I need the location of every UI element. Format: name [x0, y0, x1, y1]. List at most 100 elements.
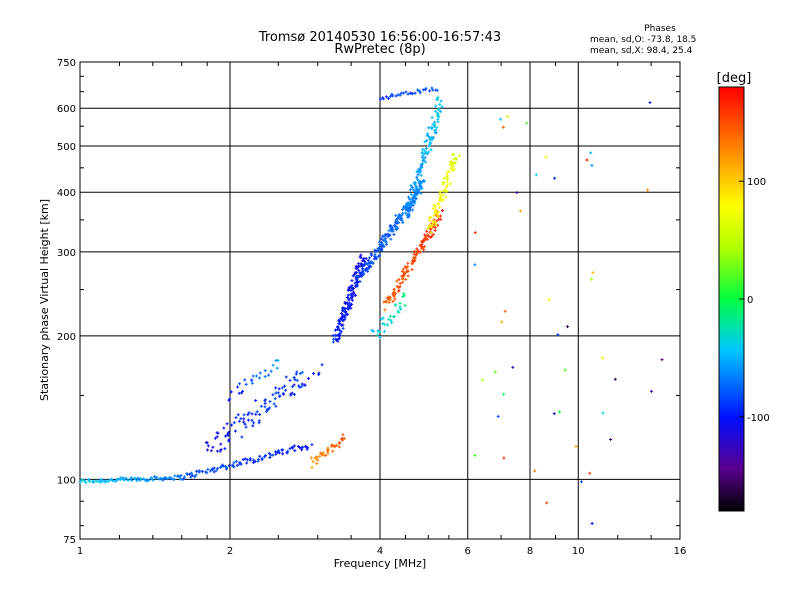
data-point	[382, 234, 386, 238]
data-point	[278, 394, 282, 398]
data-point	[277, 449, 281, 453]
data-point	[343, 300, 347, 304]
data-point	[318, 454, 322, 458]
data-point	[246, 413, 250, 417]
data-point	[398, 301, 402, 305]
data-point	[558, 410, 562, 414]
data-point	[336, 333, 340, 337]
data-point	[94, 479, 98, 483]
data-point	[227, 398, 231, 402]
data-point	[480, 378, 484, 382]
data-point	[390, 321, 394, 325]
data-point	[307, 377, 311, 381]
data-point	[255, 410, 259, 414]
data-point	[437, 218, 441, 222]
data-point	[382, 245, 386, 249]
data-point	[380, 237, 384, 241]
data-point	[441, 198, 445, 202]
data-point	[370, 253, 374, 257]
data-point	[223, 447, 227, 451]
data-point	[284, 375, 288, 379]
data-point	[142, 477, 146, 481]
data-point	[281, 448, 285, 452]
data-point	[263, 375, 267, 379]
data-point	[206, 444, 210, 448]
data-point	[378, 330, 382, 334]
data-point	[431, 88, 435, 92]
data-point	[398, 281, 402, 285]
data-point	[423, 236, 427, 240]
data-point	[268, 399, 272, 403]
data-point	[365, 267, 369, 271]
data-point	[265, 410, 269, 414]
data-point	[274, 404, 278, 408]
data-point	[433, 228, 437, 232]
data-point	[398, 93, 402, 97]
data-point	[306, 446, 310, 450]
data-point	[416, 88, 420, 92]
data-point	[429, 126, 433, 130]
data-point	[402, 294, 406, 298]
data-point	[423, 140, 427, 144]
data-point	[229, 390, 233, 394]
data-point	[343, 307, 347, 311]
data-point	[304, 445, 308, 449]
data-point	[418, 91, 422, 95]
data-point	[387, 317, 391, 321]
colorbar-tick-label: 100	[747, 177, 766, 188]
data-point	[384, 233, 388, 237]
data-point	[250, 412, 254, 416]
data-point	[353, 272, 357, 276]
data-point	[380, 248, 384, 252]
data-point	[648, 101, 652, 105]
data-point	[422, 158, 426, 162]
data-point	[263, 398, 267, 402]
data-point	[110, 478, 114, 482]
data-point	[337, 321, 341, 325]
data-point	[267, 373, 271, 377]
data-point	[409, 188, 413, 192]
data-point	[387, 300, 391, 304]
data-point	[197, 469, 201, 473]
data-point	[392, 233, 396, 237]
data-point	[406, 92, 410, 96]
data-point	[544, 155, 548, 159]
data-point	[246, 418, 250, 422]
data-point	[413, 181, 417, 185]
data-point	[380, 241, 384, 245]
data-point	[384, 239, 388, 243]
data-point	[348, 304, 351, 308]
data-point	[574, 444, 578, 448]
data-point	[384, 236, 388, 240]
data-point	[216, 467, 220, 471]
data-point	[393, 291, 397, 295]
data-point	[239, 462, 243, 466]
data-point	[347, 287, 351, 291]
data-point	[496, 414, 500, 418]
data-point	[444, 185, 448, 189]
data-point	[234, 416, 238, 420]
data-point	[337, 320, 341, 324]
data-point	[349, 293, 353, 297]
data-point	[126, 478, 130, 482]
data-point	[377, 240, 381, 244]
data-point	[426, 150, 430, 154]
data-point	[209, 449, 213, 453]
data-point	[205, 471, 209, 475]
data-point	[320, 453, 324, 457]
data-point	[373, 252, 377, 256]
data-point	[256, 457, 260, 461]
data-point	[453, 167, 457, 171]
data-point	[272, 402, 276, 406]
data-point	[417, 180, 421, 184]
data-point	[411, 198, 415, 202]
data-point	[84, 480, 88, 484]
data-point	[389, 223, 393, 227]
data-point	[431, 207, 435, 211]
data-point	[274, 386, 278, 390]
data-point	[331, 449, 335, 453]
data-point	[437, 115, 441, 119]
data-point	[403, 303, 407, 307]
data-point	[434, 109, 438, 113]
data-point	[205, 448, 209, 452]
